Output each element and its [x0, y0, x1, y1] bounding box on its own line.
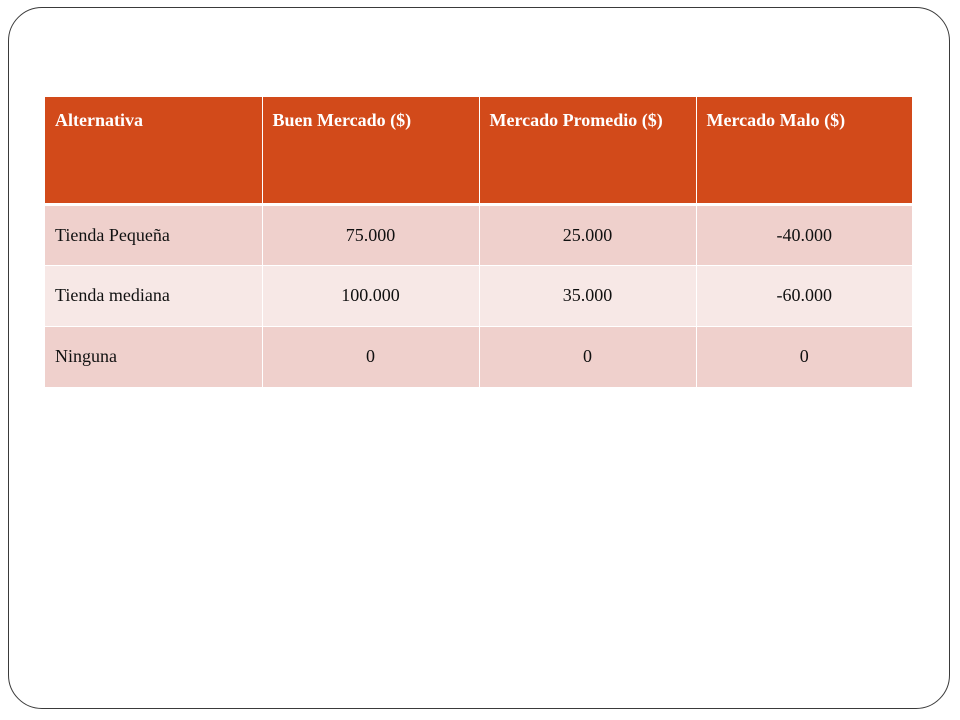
cell-mercado-malo: -40.000 [695, 203, 912, 265]
cell-alternativa: Tienda mediana [45, 264, 262, 326]
header-alternativa: Alternativa [45, 97, 262, 206]
table-row: Ninguna 0 0 0 [45, 325, 912, 387]
cell-alternativa: Tienda Pequeña [45, 203, 262, 265]
cell-buen-mercado: 100.000 [261, 264, 479, 326]
cell-buen-mercado: 75.000 [261, 203, 479, 265]
cell-mercado-promedio: 0 [478, 325, 696, 387]
header-buen-mercado: Buen Mercado ($) [261, 97, 479, 206]
header-row: Alternativa Buen Mercado ($) Mercado Pro… [45, 97, 912, 206]
cell-mercado-malo: -60.000 [695, 264, 912, 326]
table-row: Tienda Pequeña 75.000 25.000 -40.000 [45, 203, 912, 265]
cell-buen-mercado: 0 [261, 325, 479, 387]
payoff-table: Alternativa Buen Mercado ($) Mercado Pro… [45, 97, 912, 387]
header-mercado-promedio: Mercado Promedio ($) [478, 97, 696, 206]
cell-mercado-promedio: 35.000 [478, 264, 696, 326]
cell-mercado-promedio: 25.000 [478, 203, 696, 265]
table-row: Tienda mediana 100.000 35.000 -60.000 [45, 264, 912, 326]
cell-alternativa: Ninguna [45, 325, 262, 387]
header-mercado-malo: Mercado Malo ($) [695, 97, 912, 206]
cell-mercado-malo: 0 [695, 325, 912, 387]
